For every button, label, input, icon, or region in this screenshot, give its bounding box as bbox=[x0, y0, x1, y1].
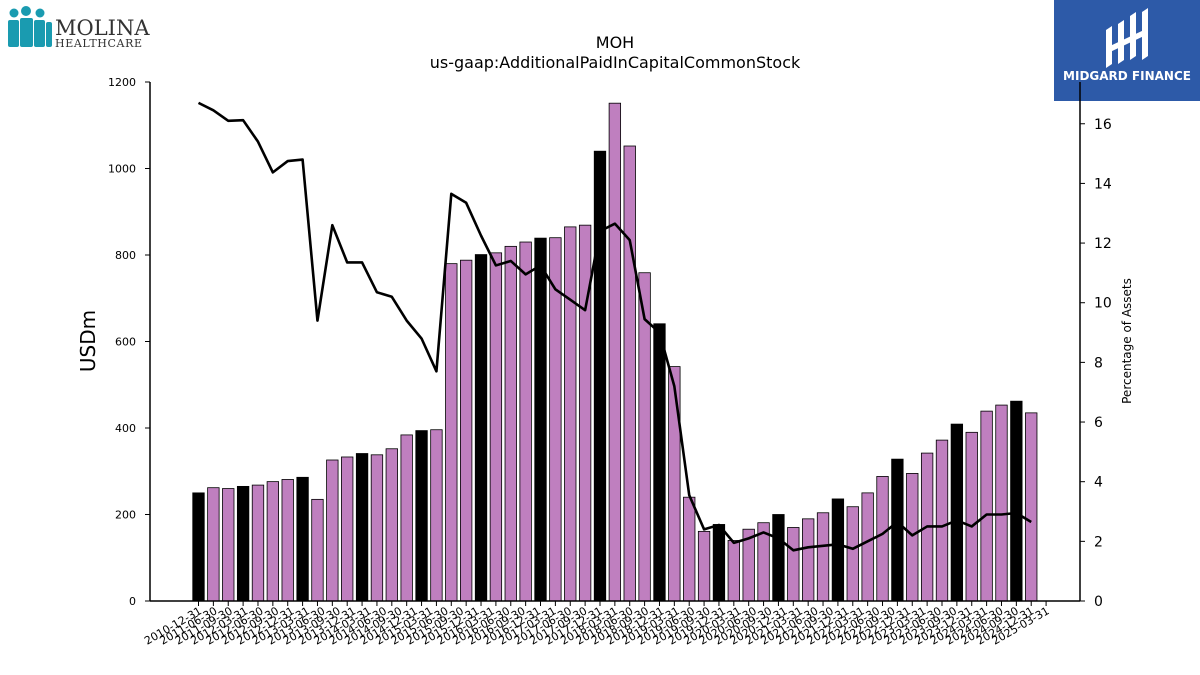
bar-2011-09-30 bbox=[236, 485, 250, 602]
bar-2013-09-30 bbox=[355, 453, 369, 602]
bar-2024-09-30 bbox=[1010, 400, 1023, 602]
y2-axis-label: Percentage of Assets bbox=[1120, 278, 1134, 404]
bar-2015-03-31 bbox=[445, 263, 458, 602]
molina-sub-text: HEALTHCARE bbox=[55, 37, 143, 50]
y2-tick-label: 16 bbox=[1094, 117, 1112, 133]
y-tick-label: 400 bbox=[115, 422, 136, 435]
line-series bbox=[197, 101, 1032, 552]
bar-2017-06-30 bbox=[578, 224, 592, 602]
bar-2011-12-31 bbox=[251, 484, 265, 602]
bar-2019-03-31 bbox=[683, 496, 696, 602]
y-tick-label: 800 bbox=[115, 249, 136, 262]
y2-tick-label: 14 bbox=[1094, 176, 1112, 192]
y2-tick-label: 12 bbox=[1094, 236, 1112, 252]
y2-tick-label: 10 bbox=[1094, 296, 1112, 312]
molina-brand-text: MOLINA bbox=[55, 16, 150, 40]
bar-2019-06-30 bbox=[697, 530, 711, 602]
bar-2020-12-31 bbox=[787, 527, 800, 602]
bar-2019-09-30 bbox=[712, 524, 726, 602]
midgard-brand-text: MIDGARD FINANCE bbox=[1063, 69, 1191, 83]
bar-2013-12-31 bbox=[370, 454, 384, 602]
bar-2011-06-30 bbox=[222, 488, 235, 602]
bar-2010-12-31 bbox=[192, 492, 205, 602]
y-tick-label: 1000 bbox=[108, 163, 136, 176]
bar-2017-09-30 bbox=[593, 150, 607, 602]
y-tick-label: 200 bbox=[115, 509, 136, 522]
bar-series bbox=[192, 102, 1038, 602]
bar-2016-09-30 bbox=[534, 237, 547, 602]
bar-2016-03-31 bbox=[504, 245, 517, 602]
midgard-emblem-icon bbox=[1106, 8, 1148, 68]
y2-tick-label: 4 bbox=[1094, 475, 1103, 491]
y2-tick-label: 6 bbox=[1094, 415, 1103, 431]
bar-2015-12-31 bbox=[489, 252, 503, 602]
percentage-line bbox=[197, 101, 1032, 552]
bar-2024-12-31 bbox=[1025, 412, 1038, 602]
bar-2020-09-30 bbox=[772, 514, 785, 602]
bar-2015-06-30 bbox=[460, 259, 473, 602]
bar-2012-03-31 bbox=[266, 481, 280, 602]
bar-2021-06-30 bbox=[816, 512, 830, 602]
bar-2014-06-30 bbox=[400, 434, 413, 602]
bar-2023-09-30 bbox=[950, 423, 964, 602]
bar-2012-06-30 bbox=[281, 479, 294, 602]
bar-2019-12-31 bbox=[727, 540, 740, 602]
y2-tick-label: 8 bbox=[1094, 355, 1103, 371]
bar-2012-12-31 bbox=[311, 498, 324, 602]
y-axis-label: USDm bbox=[76, 310, 100, 372]
bar-2017-03-31 bbox=[564, 226, 577, 602]
midgard-finance-logo: MIDGARD FINANCE bbox=[1054, 0, 1200, 101]
y-tick-label: 600 bbox=[115, 336, 136, 349]
bar-2014-12-31 bbox=[430, 429, 443, 602]
bar-2014-03-31 bbox=[385, 448, 398, 602]
bar-2015-09-30 bbox=[474, 254, 488, 602]
bar-2021-12-31 bbox=[846, 506, 859, 602]
bar-2013-03-31 bbox=[326, 459, 339, 602]
bar-2018-09-30 bbox=[653, 323, 666, 602]
chart-title: MOH bbox=[596, 33, 634, 52]
bar-2023-12-31 bbox=[965, 431, 978, 602]
bar-2011-03-31 bbox=[207, 487, 220, 602]
chart-subtitle: us-gaap:AdditionalPaidInCapitalCommonSto… bbox=[430, 53, 801, 72]
bar-2014-09-30 bbox=[415, 430, 428, 602]
bar-2021-03-31 bbox=[802, 518, 815, 602]
molina-people-icon: MOLINA HEALTHCARE bbox=[8, 6, 150, 50]
bar-2013-06-30 bbox=[341, 456, 354, 602]
bar-2022-12-31 bbox=[906, 473, 919, 602]
bar-2024-03-31 bbox=[980, 410, 993, 602]
bar-2022-03-31 bbox=[861, 492, 874, 602]
bar-2018-12-31 bbox=[668, 366, 681, 602]
y-tick-label: 1200 bbox=[108, 76, 136, 89]
bar-2017-12-31 bbox=[608, 102, 622, 602]
y2-tick-label: 0 bbox=[1094, 594, 1103, 610]
axes: 02004006008001000120002468101214162010-1… bbox=[108, 76, 1112, 648]
bar-2012-09-30 bbox=[296, 476, 309, 602]
bar-2016-06-30 bbox=[519, 241, 532, 602]
molina-healthcare-logo: MOLINA HEALTHCARE bbox=[6, 6, 156, 52]
bar-2024-06-30 bbox=[995, 404, 1008, 602]
bar-2018-03-31 bbox=[623, 145, 636, 602]
bar-2022-09-30 bbox=[891, 458, 904, 602]
bar-2021-09-30 bbox=[831, 498, 845, 602]
bar-2022-06-30 bbox=[876, 476, 889, 602]
y-tick-label: 0 bbox=[129, 595, 136, 608]
bar-2023-06-30 bbox=[935, 439, 949, 602]
y2-tick-label: 2 bbox=[1094, 534, 1103, 550]
